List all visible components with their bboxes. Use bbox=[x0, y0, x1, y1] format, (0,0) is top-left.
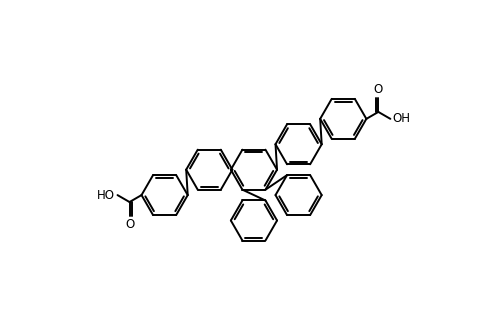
Text: OH: OH bbox=[393, 112, 411, 125]
Text: HO: HO bbox=[97, 188, 115, 202]
Text: O: O bbox=[374, 83, 383, 96]
Text: O: O bbox=[125, 218, 134, 231]
